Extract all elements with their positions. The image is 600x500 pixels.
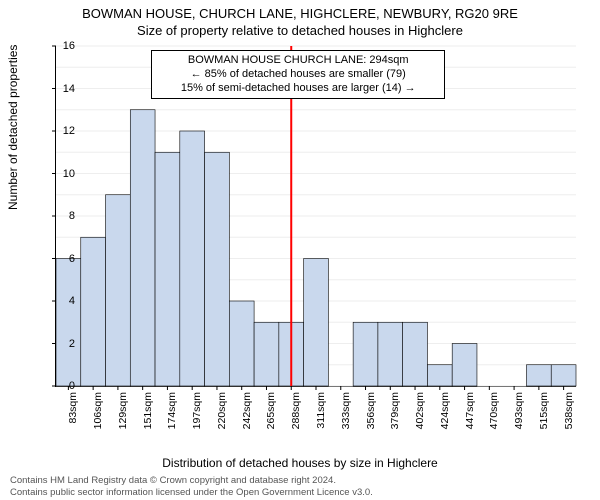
x-tick-label: 288sqm: [290, 392, 302, 447]
x-tick-label: 265sqm: [265, 392, 277, 447]
info-line-1: BOWMAN HOUSE CHURCH LANE: 294sqm: [158, 54, 438, 68]
info-line-3: 15% of semi-detached houses are larger (…: [158, 82, 438, 96]
y-tick-label: 6: [35, 253, 75, 265]
x-tick-label: 470sqm: [488, 392, 500, 447]
y-tick-label: 14: [35, 83, 75, 95]
x-tick-label: 493sqm: [513, 392, 525, 447]
histogram-bar: [106, 195, 131, 386]
chart-plot-area: BOWMAN HOUSE CHURCH LANE: 294sqm ← 85% o…: [55, 46, 576, 387]
info-box: BOWMAN HOUSE CHURCH LANE: 294sqm ← 85% o…: [151, 50, 445, 99]
title-line-2: Size of property relative to detached ho…: [0, 21, 600, 38]
x-tick-label: 151sqm: [142, 392, 154, 447]
footer-line-2: Contains public sector information licen…: [10, 487, 373, 498]
footer-line-1: Contains HM Land Registry data © Crown c…: [10, 475, 373, 486]
histogram-bar: [378, 322, 403, 386]
y-tick-label: 2: [35, 338, 75, 350]
y-tick-label: 16: [35, 40, 75, 52]
x-tick-label: 379sqm: [389, 392, 401, 447]
histogram-bar: [403, 322, 428, 386]
histogram-bar: [205, 152, 230, 386]
histogram-bar: [304, 259, 329, 387]
y-tick-label: 4: [35, 295, 75, 307]
histogram-bar: [81, 237, 106, 386]
y-tick-label: 10: [35, 168, 75, 180]
histogram-bar: [452, 344, 477, 387]
y-tick-label: 12: [35, 125, 75, 137]
footer-attribution: Contains HM Land Registry data © Crown c…: [10, 475, 373, 498]
title-line-1: BOWMAN HOUSE, CHURCH LANE, HIGHCLERE, NE…: [0, 0, 600, 21]
histogram-bar: [229, 301, 254, 386]
histogram-bar: [526, 365, 551, 386]
histogram-bar: [254, 322, 279, 386]
x-tick-label: 356sqm: [365, 392, 377, 447]
histogram-bar: [551, 365, 576, 386]
y-tick-label: 0: [35, 380, 75, 392]
histogram-bar: [180, 131, 205, 386]
x-tick-label: 515sqm: [538, 392, 550, 447]
x-tick-label: 197sqm: [191, 392, 203, 447]
x-tick-label: 106sqm: [92, 392, 104, 447]
x-tick-label: 129sqm: [117, 392, 129, 447]
histogram-bar: [56, 259, 81, 387]
x-tick-label: 311sqm: [315, 392, 327, 447]
histogram-bar: [130, 110, 155, 386]
x-tick-label: 220sqm: [216, 392, 228, 447]
histogram-bar: [353, 322, 378, 386]
x-tick-label: 538sqm: [563, 392, 575, 447]
histogram-bar: [155, 152, 180, 386]
x-tick-label: 174sqm: [166, 392, 178, 447]
x-tick-label: 333sqm: [340, 392, 352, 447]
y-axis-label: Number of detached properties: [6, 45, 20, 210]
histogram-bar: [427, 365, 452, 386]
x-tick-label: 402sqm: [414, 392, 426, 447]
x-axis-label: Distribution of detached houses by size …: [0, 456, 600, 470]
y-tick-label: 8: [35, 210, 75, 222]
x-tick-label: 83sqm: [67, 392, 79, 447]
info-line-2: ← 85% of detached houses are smaller (79…: [158, 68, 438, 82]
x-tick-label: 447sqm: [464, 392, 476, 447]
x-tick-label: 242sqm: [241, 392, 253, 447]
x-tick-label: 424sqm: [439, 392, 451, 447]
chart-container: BOWMAN HOUSE, CHURCH LANE, HIGHCLERE, NE…: [0, 0, 600, 500]
